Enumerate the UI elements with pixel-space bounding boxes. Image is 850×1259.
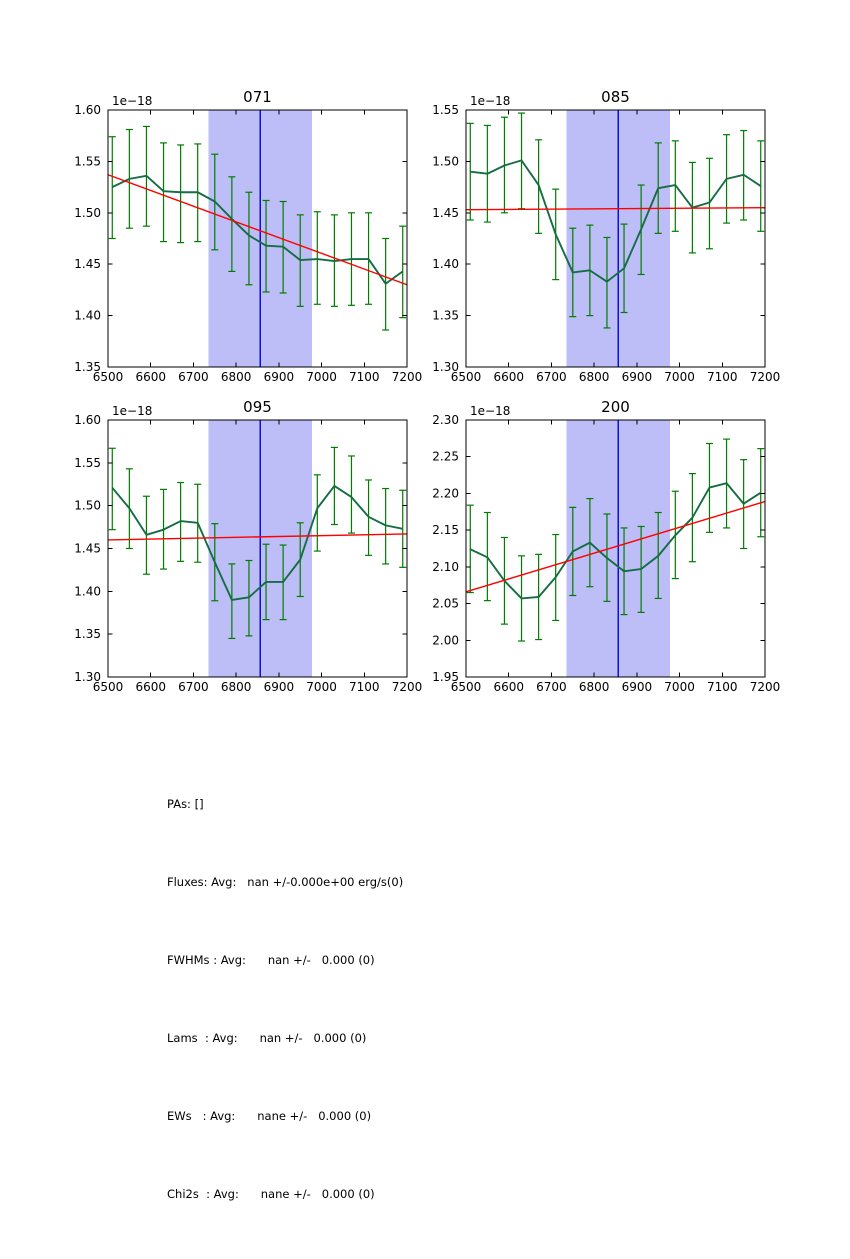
figure: 6500 6600 6700 6800 6900 7000 7100 7200 1.35 1.40… [74, 88, 781, 1201]
y-tick-label: 1.45 [74, 257, 101, 271]
y-tick-label: 1.40 [432, 257, 459, 271]
x-tick-label: 6800 [221, 680, 252, 694]
x-tick-label: 6900 [622, 680, 653, 694]
x-tick-label: 6500 [451, 370, 482, 384]
y-tick-label: 1.45 [432, 206, 459, 220]
y-tick-label: 1.50 [432, 154, 459, 168]
x-tick-label: 6800 [579, 680, 610, 694]
trend-line [465, 500, 766, 593]
ticks [465, 109, 766, 368]
axes-frame [465, 419, 766, 678]
y-tick-label: 2.20 [432, 486, 459, 500]
x-tick-label: 6800 [221, 370, 252, 384]
x-tick-label: 7100 [349, 370, 380, 384]
x-tick-label: 6500 [451, 680, 482, 694]
y-tick-label: 2.15 [432, 523, 459, 537]
error-bars [108, 125, 407, 331]
axes-frame [465, 109, 766, 368]
stats-line-lams: Lams : Avg: nan +/- 0.000 (0) [167, 1031, 367, 1045]
data-line [111, 485, 403, 601]
y-tick-label: 1.60 [74, 413, 101, 427]
x-tick-label: 6900 [264, 370, 295, 384]
y-tick-label: 1.45 [74, 542, 101, 556]
subplot-095: 6500 6600 6700 6800 6900 7000 7100 7200 1.30 1.35… [74, 398, 423, 694]
x-tick-label: 6700 [178, 370, 209, 384]
ticks [107, 419, 408, 678]
stats-line-pas: PAs: [] [167, 797, 204, 811]
x-tick-label: 6500 [93, 370, 124, 384]
stats-line-chi2s: Chi2s : Avg: nane +/- 0.000 (0) [167, 1187, 375, 1201]
subplot-071: 6500 6600 6700 6800 6900 7000 7100 7200 1.35 1.40… [74, 88, 423, 384]
trend-line [107, 174, 408, 286]
y-tick-label: 1.40 [74, 584, 101, 598]
y-axis-offset-label: 1e−18 [470, 404, 510, 418]
x-tick-label: 6500 [93, 680, 124, 694]
y-tick-label: 2.30 [432, 413, 459, 427]
y-tick-label: 1.35 [74, 627, 101, 641]
y-axis-offset-label: 1e−18 [470, 94, 510, 108]
y-tick-label: 1.50 [74, 499, 101, 513]
y-tick-label: 1.35 [74, 360, 101, 374]
stats-line-ews: EWs : Avg: nane +/- 0.000 (0) [167, 1109, 372, 1123]
y-tick-label: 1.95 [432, 670, 459, 684]
ticks [465, 419, 766, 678]
x-tick-label: 6600 [493, 680, 524, 694]
y-tick-label: 2.00 [432, 633, 459, 647]
trend-line [107, 533, 408, 541]
subplot-title: 095 [243, 398, 272, 416]
stats-line-fwhms: FWHMs : Avg: nan +/- 0.000 (0) [167, 953, 375, 967]
x-tick-label: 7200 [392, 370, 423, 384]
x-tick-label: 7200 [750, 370, 781, 384]
stats-line-fluxes: Fluxes: Avg: nan +/-0.000e+00 erg/s(0) [167, 875, 404, 889]
y-tick-label: 2.25 [432, 450, 459, 464]
subplot-title: 200 [601, 398, 630, 416]
y-tick-label: 1.50 [74, 206, 101, 220]
subplot-085: 6500 6600 6700 6800 6900 7000 7100 7200 1.30 1.35… [432, 88, 781, 384]
y-tick-label: 2.10 [432, 560, 459, 574]
x-tick-label: 6600 [135, 370, 166, 384]
x-tick-label: 7200 [392, 680, 423, 694]
y-tick-label: 2.05 [432, 597, 459, 611]
y-tick-label: 1.55 [74, 456, 101, 470]
data-line [469, 482, 762, 600]
y-tick-label: 1.55 [432, 103, 459, 117]
x-tick-label: 7100 [349, 680, 380, 694]
subplot-title: 085 [601, 88, 630, 106]
y-axis-offset-label: 1e−18 [112, 404, 152, 418]
y-tick-label: 1.30 [74, 670, 101, 684]
x-tick-label: 6700 [536, 370, 567, 384]
axes-frame [107, 109, 408, 368]
x-tick-label: 7100 [707, 370, 738, 384]
x-tick-label: 7200 [750, 680, 781, 694]
x-tick-label: 7000 [306, 680, 337, 694]
x-tick-label: 6800 [579, 370, 610, 384]
x-tick-label: 6900 [264, 680, 295, 694]
x-tick-label: 6900 [622, 370, 653, 384]
x-tick-label: 7000 [664, 370, 695, 384]
ticks [107, 109, 408, 368]
y-tick-label: 1.40 [74, 309, 101, 323]
subplot-200: 6500 6600 6700 6800 6900 7000 7100 7200 1.95 2.00… [432, 398, 781, 694]
y-tick-label: 1.30 [432, 360, 459, 374]
data-line [111, 174, 404, 285]
x-tick-label: 6700 [536, 680, 567, 694]
x-tick-label: 7000 [664, 680, 695, 694]
y-axis-offset-label: 1e−18 [112, 94, 152, 108]
x-tick-label: 6600 [135, 680, 166, 694]
subplot-title: 071 [243, 88, 272, 106]
data-line [470, 159, 762, 283]
trend-line [465, 206, 766, 211]
x-tick-label: 7100 [707, 680, 738, 694]
y-tick-label: 1.35 [432, 309, 459, 323]
stats-block: PAs: [] Fluxes: Avg: nan +/-0.000e+00 er… [167, 739, 403, 1259]
x-tick-label: 6600 [493, 370, 524, 384]
y-tick-label: 1.60 [74, 103, 101, 117]
x-tick-label: 7000 [306, 370, 337, 384]
x-tick-label: 6700 [178, 680, 209, 694]
y-tick-label: 1.55 [74, 154, 101, 168]
